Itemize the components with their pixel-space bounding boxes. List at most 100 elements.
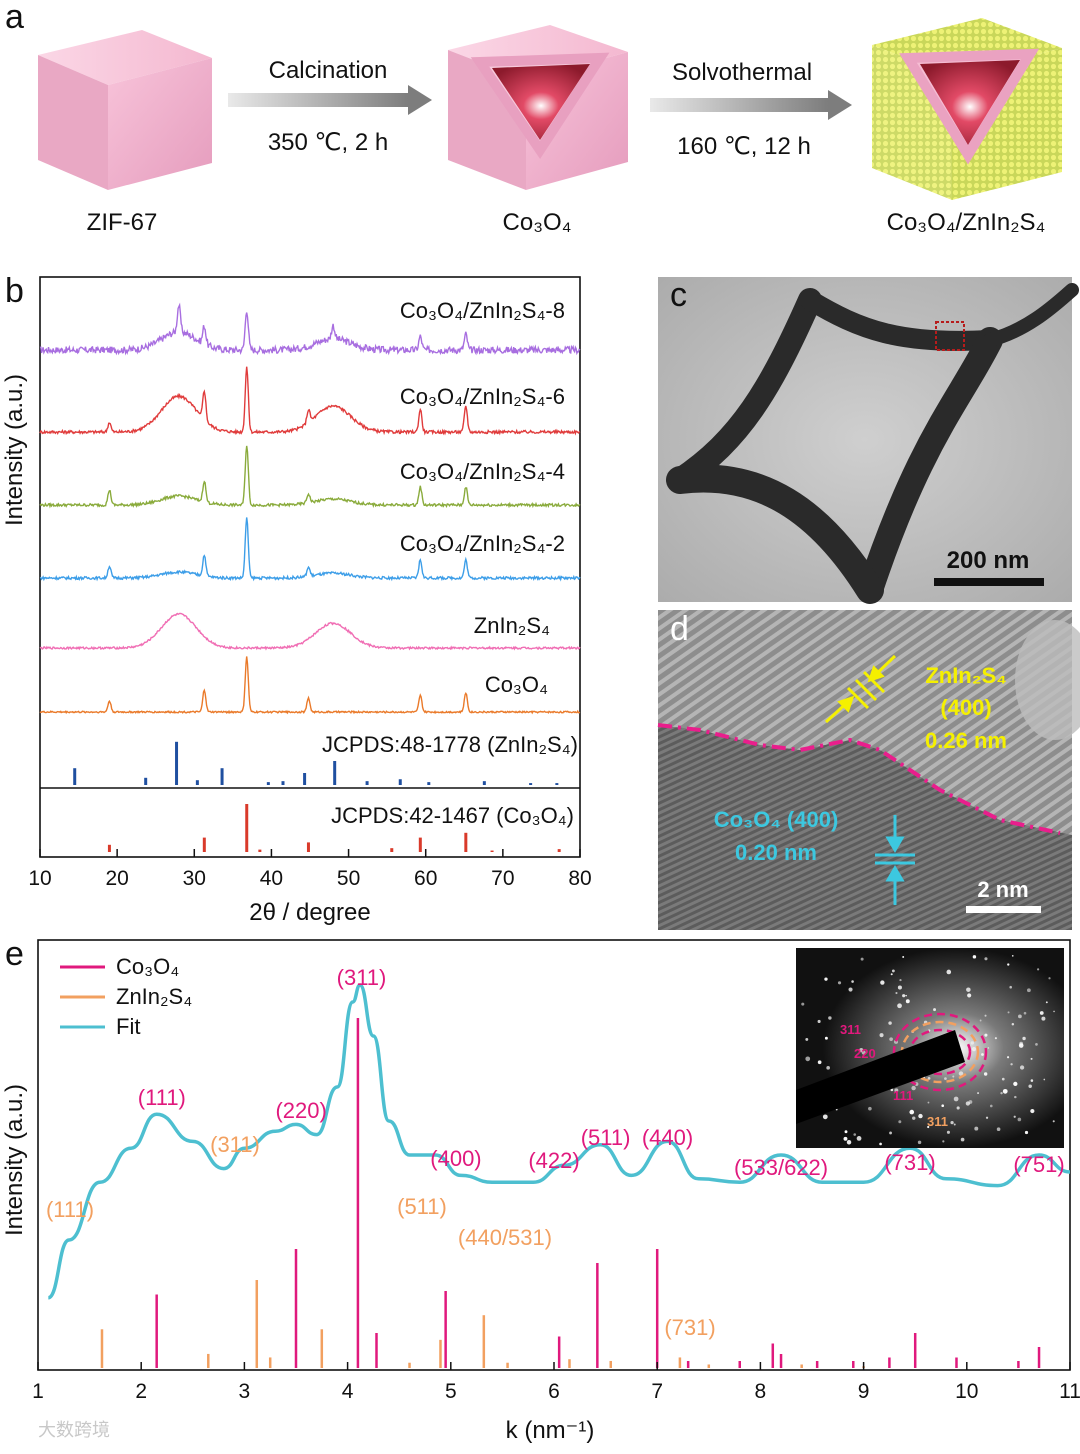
xrd-series-line — [39, 302, 581, 356]
zis-label-spacing: 0.26 nm — [925, 728, 1007, 753]
saed-tick-label: 8 — [755, 1380, 767, 1403]
xrd-series-line — [39, 612, 581, 651]
scale-bar-d-label: 2 nm — [977, 877, 1028, 902]
xrd-tick-label: 30 — [183, 867, 206, 890]
legend-label: Co₃O₄ — [116, 954, 179, 979]
saed-tick-label: 10 — [955, 1380, 978, 1403]
solvothermal-condition: 160 ℃, 12 h — [677, 133, 811, 160]
co3o4-peak-label: (533/622) — [734, 1155, 828, 1180]
xrd-tick-label: 60 — [414, 867, 437, 890]
inset-ring-311: 311 — [840, 1022, 861, 1037]
zis-peak-label: (111) — [46, 1197, 94, 1222]
saed-fit-group — [47, 983, 1071, 1300]
watermark: 大数跨境 — [38, 1420, 110, 1440]
saed-legend: Co₃O₄ ZnIn₂S₄ Fit — [60, 954, 192, 1039]
xrd-series-label: Co₃O₄ — [485, 672, 548, 697]
legend-label: Fit — [116, 1014, 140, 1039]
saed-tick-label: 5 — [445, 1380, 457, 1403]
xrd-series-label: Co₃O₄/ZnIn₂S₄-2 — [400, 531, 565, 556]
inset-ring-zis-311: 311 — [927, 1114, 948, 1129]
co3o4-label-spacing: 0.20 nm — [735, 840, 817, 865]
saed-x-label: k (nm⁻¹) — [506, 1417, 595, 1444]
xrd-reference-group: JCPDS:48-1778 (ZnIn₂S₄) JCPDS:42-1467 (Co… — [73, 732, 578, 852]
xrd-x-axis: 10 20 30 40 50 60 70 80 — [28, 849, 592, 890]
material-composite: Co₃O₄/ZnIn₂S₄ — [887, 209, 1046, 236]
saed-tick-label: 7 — [651, 1380, 663, 1403]
panel-c: c 200 nm — [658, 276, 1079, 604]
xrd-tick-label: 80 — [568, 867, 591, 890]
material-zif67: ZIF-67 — [87, 209, 158, 236]
zis-peak-label: (311) — [210, 1132, 260, 1157]
hrtem-region-marker — [935, 321, 965, 351]
solvothermal-label: Solvothermal — [672, 59, 812, 86]
zis-label-phase: ZnIn₂S₄ — [925, 663, 1006, 688]
saed-y-label: Intensity (a.u.) — [1, 1084, 28, 1236]
co3o4-peak-label: (422) — [528, 1148, 579, 1173]
zis-fringe-marker — [824, 654, 897, 724]
saed-tick-label: 3 — [239, 1380, 251, 1403]
xrd-series-line — [39, 656, 581, 715]
xrd-reference-label: JCPDS:48-1778 (ZnIn₂S₄) — [322, 732, 578, 757]
panel-e-letter: e — [5, 935, 24, 973]
panel-a: a Calcination 350 ℃, 2 h Solvothermal — [5, 0, 1062, 236]
interface-line — [657, 723, 1061, 835]
co3o4-peak-label: (311) — [337, 965, 387, 990]
saed-x-axis: 1 2 3 4 5 6 7 8 9 10 11 — [32, 1362, 1080, 1403]
saed-tick-label: 4 — [342, 1380, 354, 1403]
co3o4-peak-label: (731) — [884, 1150, 935, 1175]
xrd-tick-label: 70 — [491, 867, 514, 890]
xrd-tick-label: 50 — [337, 867, 360, 890]
co3o4-peak-label: (111) — [138, 1085, 186, 1110]
scale-bar-d — [966, 906, 1041, 913]
xrd-series-label: Co₃O₄/ZnIn₂S₄-4 — [400, 459, 565, 484]
panel-b-letter: b — [5, 272, 24, 310]
inset-ring-220: 220 — [854, 1046, 876, 1061]
xrd-series-label: ZnIn₂S₄ — [474, 613, 550, 638]
zis-peak-label: (440/531) — [458, 1225, 552, 1250]
xrd-tick-label: 10 — [28, 867, 51, 890]
co3o4-label-plane: Co₃O₄ (400) — [714, 807, 839, 832]
calcination-condition: 350 ℃, 2 h — [268, 129, 388, 156]
fit-curve — [47, 983, 1071, 1300]
xrd-series-line — [39, 366, 581, 436]
co3o4-peak-label: (220) — [275, 1098, 326, 1123]
xrd-series-group: Co₃O₄/ZnIn₂S₄-8 Co₃O₄/ZnIn₂S₄-6 Co₃O₄/ZnIn… — [39, 298, 581, 715]
calcination-label: Calcination — [269, 57, 388, 84]
panel-d-letter: d — [670, 610, 689, 648]
panel-b: b Co₃O₄/ZnIn₂S₄-8Co₃O₄/ZnIn₂S₄-6Co₃O₄/Zn… — [1, 272, 592, 926]
scale-bar-c-label: 200 nm — [947, 547, 1030, 574]
xrd-x-label: 2θ / degree — [249, 899, 370, 926]
arrow-solvothermal — [650, 90, 852, 120]
xrd-y-label: Intensity (a.u.) — [1, 374, 28, 526]
amorphous-edge — [1015, 620, 1080, 740]
co3o4-peak-label: (751) — [1013, 1152, 1064, 1177]
xrd-reference-label: JCPDS:42-1467 (Co₃O₄) — [331, 803, 574, 828]
scale-bar-c — [934, 578, 1044, 586]
zis-label-plane: (400) — [940, 695, 991, 720]
panel-c-letter: c — [670, 276, 687, 314]
xrd-series-line — [39, 445, 581, 509]
co3o4-lattice-region — [658, 725, 1072, 930]
saed-labels-group: (111)(220)(311)(400) (422)(511) (440)(533/… — [46, 965, 1065, 1340]
saed-tick-label: 2 — [135, 1380, 147, 1403]
core-shell-cube — [872, 18, 1062, 200]
xrd-series-label: Co₃O₄/ZnIn₂S₄-6 — [400, 384, 565, 409]
saed-inset: 311 220 111 311 — [796, 948, 1064, 1148]
material-co3o4: Co₃O₄ — [503, 209, 572, 236]
co3o4-peak-label: (511) — [581, 1125, 631, 1150]
xrd-tick-label: 40 — [260, 867, 283, 890]
xrd-frame — [39, 276, 581, 858]
panel-e: e (111)(220)(311)(400) (422)(511) (440)(53… — [1, 935, 1080, 1444]
saed-tick-label: 9 — [858, 1380, 870, 1403]
saed-tick-label: 1 — [32, 1380, 44, 1403]
xrd-tick-label: 20 — [105, 867, 128, 890]
panel-d: d ZnIn₂S₄ (400) 0.26 nm Co₃O₄ (400) 0.20… — [657, 610, 1080, 930]
saed-sticks-group — [100, 1018, 1041, 1368]
hollow-frame-walls — [666, 283, 1079, 604]
panel-a-letter: a — [5, 0, 24, 36]
co3o4-fringe-marker — [875, 815, 915, 905]
arrow-calcination — [228, 85, 432, 115]
co3o4-peak-label: (440) — [642, 1125, 693, 1150]
zif67-cube — [38, 30, 212, 190]
